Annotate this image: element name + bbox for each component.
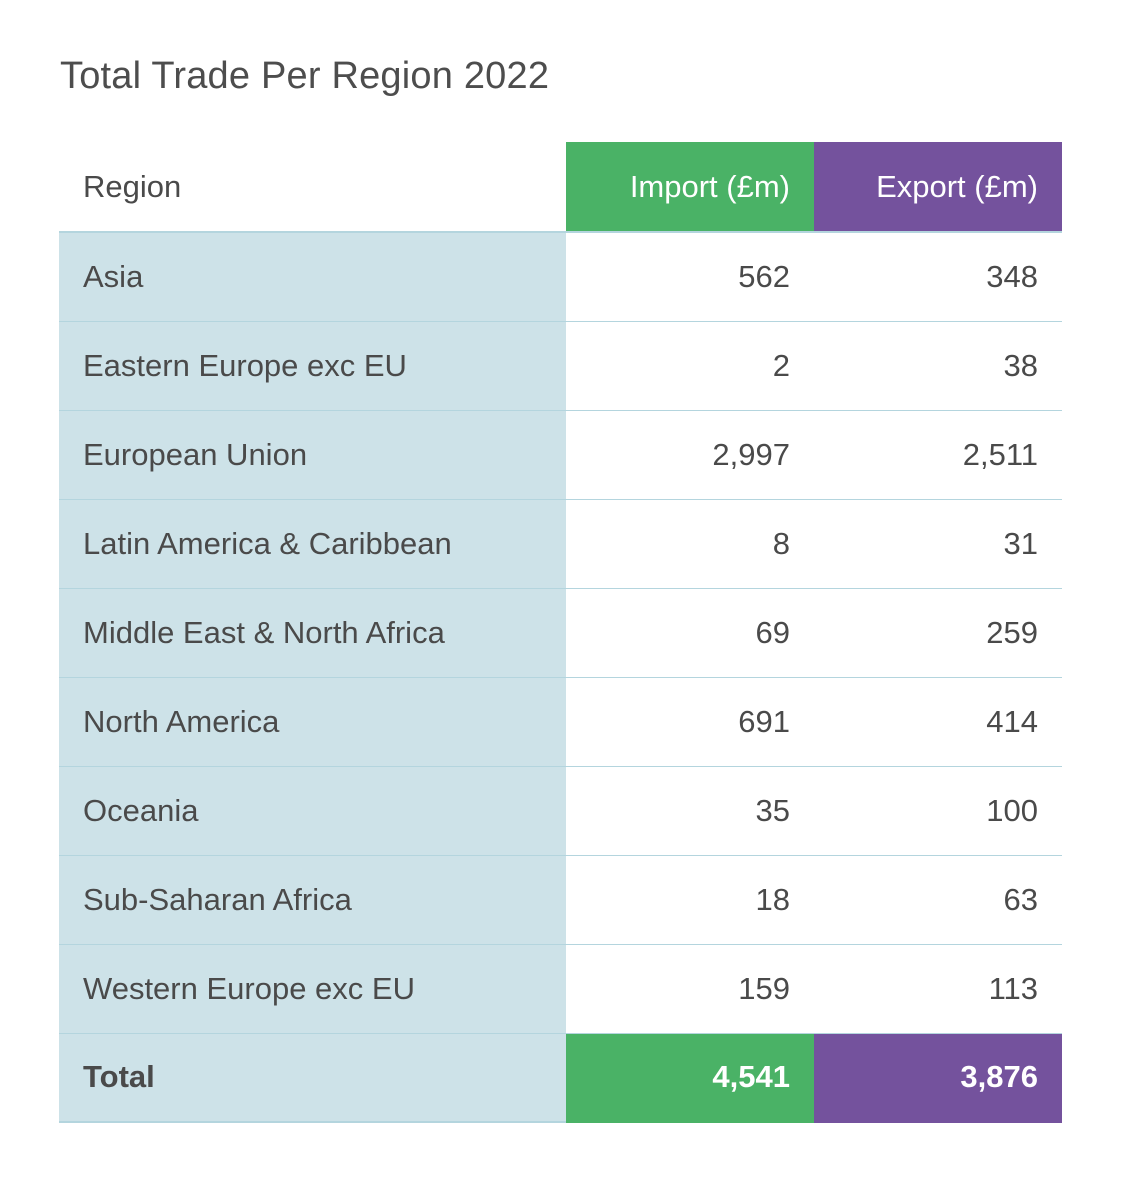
table-row: European Union 2,997 2,511	[59, 410, 1062, 500]
export-value-cell: 414	[814, 677, 1062, 767]
table-header: Region Import (£m) Export (£m)	[59, 142, 1062, 232]
region-cell: Oceania	[59, 766, 566, 856]
table-row: Oceania 35 100	[59, 766, 1062, 856]
export-value-cell: 38	[814, 321, 1062, 411]
page-title: Total Trade Per Region 2022	[60, 55, 550, 97]
export-value-cell: 31	[814, 499, 1062, 589]
import-value-cell: 18	[566, 855, 814, 945]
column-header-region: Region	[59, 142, 566, 232]
region-cell: Eastern Europe exc EU	[59, 321, 566, 411]
import-value-cell: 691	[566, 677, 814, 767]
import-value-cell: 35	[566, 766, 814, 856]
export-value-cell: 100	[814, 766, 1062, 856]
region-cell: Sub-Saharan Africa	[59, 855, 566, 945]
table-row: Asia 562 348	[59, 231, 1062, 322]
export-value-cell: 348	[814, 231, 1062, 322]
total-row: Total 4,541 3,876	[59, 1033, 1062, 1123]
column-header-import: Import (£m)	[566, 142, 814, 232]
table-row: Sub-Saharan Africa 18 63	[59, 855, 1062, 945]
table-body: Asia 562 348 Eastern Europe exc EU 2 38 Europe…	[59, 231, 1062, 1034]
import-value-cell: 562	[566, 231, 814, 322]
table-row: Eastern Europe exc EU 2 38	[59, 321, 1062, 411]
region-cell: North America	[59, 677, 566, 767]
import-value-cell: 2	[566, 321, 814, 411]
import-value-cell: 2,997	[566, 410, 814, 500]
region-cell: Asia	[59, 231, 566, 322]
region-cell: Western Europe exc EU	[59, 944, 566, 1034]
total-export-value: 3,876	[814, 1033, 1062, 1123]
region-cell: European Union	[59, 410, 566, 500]
total-label: Total	[59, 1033, 566, 1123]
import-value-cell: 159	[566, 944, 814, 1034]
import-value-cell: 69	[566, 588, 814, 678]
table-footer: Total 4,541 3,876	[59, 1033, 1062, 1123]
total-import-value: 4,541	[566, 1033, 814, 1123]
column-header-export: Export (£m)	[814, 142, 1062, 232]
export-value-cell: 63	[814, 855, 1062, 945]
export-value-cell: 259	[814, 588, 1062, 678]
export-value-cell: 2,511	[814, 410, 1062, 500]
table-row: Western Europe exc EU 159 113	[59, 944, 1062, 1034]
import-value-cell: 8	[566, 499, 814, 589]
region-cell: Middle East & North Africa	[59, 588, 566, 678]
trade-table: Region Import (£m) Export (£m) Asia 562 34…	[59, 142, 1062, 1123]
table-row: Middle East & North Africa 69 259	[59, 588, 1062, 678]
table-row: North America 691 414	[59, 677, 1062, 767]
region-cell: Latin America & Caribbean	[59, 499, 566, 589]
export-value-cell: 113	[814, 944, 1062, 1034]
header-row: Region Import (£m) Export (£m)	[59, 142, 1062, 232]
table-row: Latin America & Caribbean 8 31	[59, 499, 1062, 589]
